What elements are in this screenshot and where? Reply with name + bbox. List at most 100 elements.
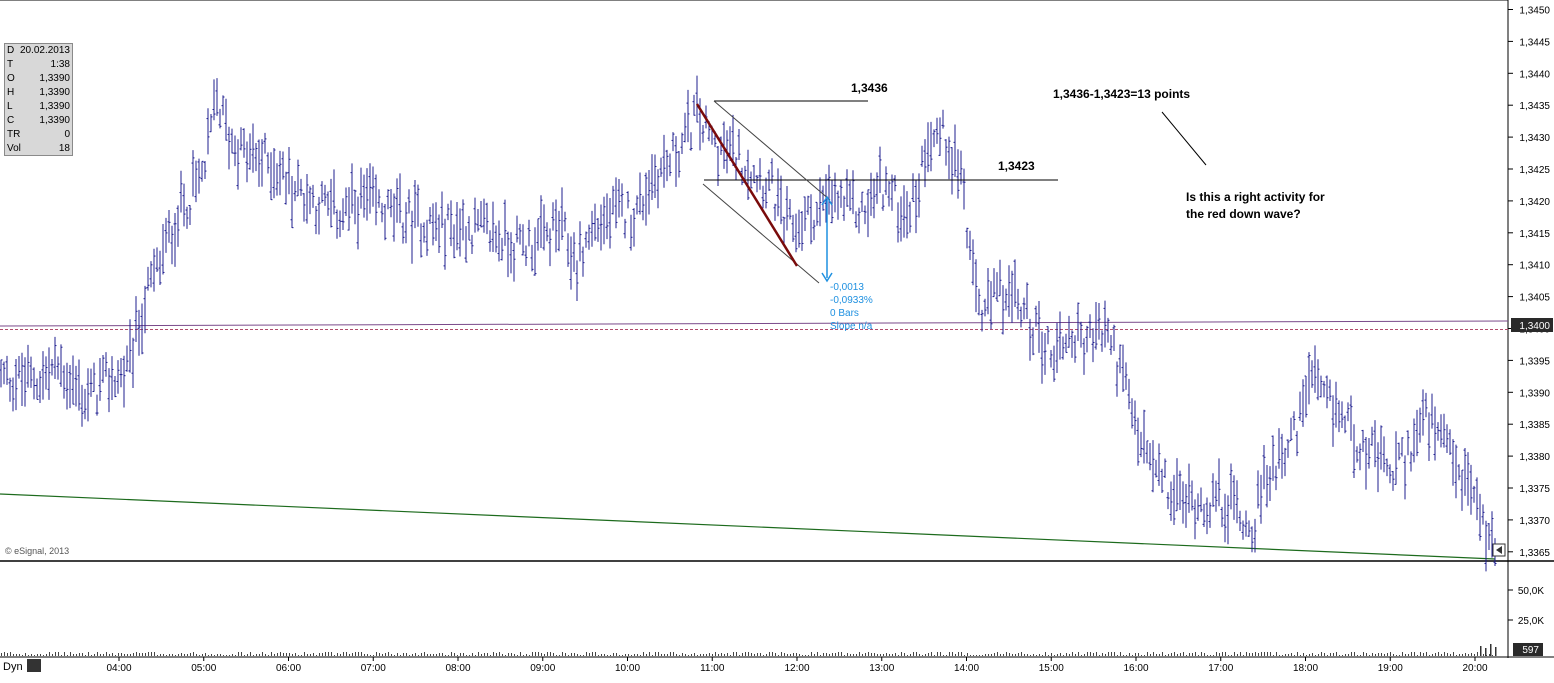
price-bar [1472, 485, 1476, 503]
price-tick-label: 1,3375 [1519, 484, 1550, 495]
channel-upper-line[interactable] [713, 100, 831, 201]
volume-bar [1084, 654, 1085, 656]
volume-bar [1123, 655, 1124, 656]
volume-bar [472, 653, 473, 656]
volume-bar [43, 655, 44, 656]
volume-bar [1150, 654, 1151, 656]
price-bar [422, 222, 426, 243]
price-bar [209, 114, 213, 133]
price-bar [821, 185, 825, 211]
scroll-end-icon[interactable] [1492, 543, 1506, 557]
measure-arrow-down-icon [821, 272, 833, 283]
price-bar [578, 221, 582, 262]
time-tick-label: 12:00 [784, 663, 809, 674]
volume-bar [1414, 652, 1415, 656]
price-bar [890, 174, 894, 211]
volume-bar [28, 655, 29, 656]
price-bar [461, 199, 465, 241]
volume-bar [190, 653, 191, 656]
drawing-tools[interactable] [695, 100, 1207, 284]
price-bar [815, 201, 819, 226]
question-pointer-line[interactable] [1161, 111, 1207, 166]
measure-arrow-up-icon [821, 195, 833, 206]
volume-bar [388, 652, 389, 656]
volume-bar [1, 653, 2, 656]
volume-bar [16, 654, 17, 656]
price-bar [17, 356, 21, 379]
volume-bar [1183, 652, 1184, 656]
volume-bar [1243, 655, 1244, 656]
price-bar [881, 194, 885, 211]
measure-text-bars: 0 Bars [830, 308, 859, 319]
price-bar [419, 223, 423, 258]
price-bar [359, 167, 363, 209]
price-bar [185, 206, 189, 229]
volume-bar [565, 653, 566, 656]
volume-bar [103, 654, 104, 656]
red-down-wave-line[interactable] [695, 103, 799, 267]
volume-bar [832, 653, 833, 656]
volume-bar [682, 653, 683, 656]
volume-bar [730, 655, 731, 656]
price-bar [1295, 431, 1299, 457]
volume-bar [325, 652, 326, 656]
volume-bar [142, 653, 143, 656]
price-bar [302, 193, 306, 222]
price-axis[interactable]: 1,3365 1,3370 1,3375 1,3380 1,3385 1,3390 1,33… [1508, 6, 1550, 559]
copyright-text: © eSignal, 2013 [5, 546, 69, 556]
price-bar [764, 177, 768, 209]
volume-bar [172, 654, 173, 656]
price-bar [464, 226, 468, 263]
price-bar [1076, 302, 1080, 342]
volume-bar [1186, 655, 1187, 656]
measure-text-slope: Slope n/a [830, 321, 873, 332]
volume-bar [658, 652, 659, 656]
volume-bar [505, 655, 506, 656]
volume-bar [1258, 653, 1259, 656]
price-bar [1334, 381, 1338, 428]
price-bar [371, 166, 375, 207]
price-bar [509, 232, 513, 274]
volume-bar [445, 655, 446, 656]
volume-bar [943, 655, 944, 656]
price-bar [542, 204, 546, 251]
ohlc-row: T 1:38 [5, 58, 72, 72]
price-bar [1154, 459, 1158, 478]
volume-bar [1030, 655, 1031, 656]
volume-bar [616, 653, 617, 656]
volume-bar [64, 652, 65, 656]
volume-bar [1348, 654, 1349, 656]
price-bar [941, 109, 945, 129]
price-bar [791, 214, 795, 242]
price-bar [983, 298, 987, 317]
time-axis[interactable]: 04:00 05:00 06:00 07:00 08:00 09:00 10:00 11:00… [106, 657, 1488, 674]
price-bar [1151, 440, 1155, 493]
volume-bar [1360, 655, 1361, 656]
price-bar [98, 357, 102, 401]
volume-bar [1144, 655, 1145, 656]
price-bar [1178, 470, 1182, 511]
price-bar [1034, 305, 1038, 327]
price-bar [497, 220, 501, 262]
price-bar [554, 199, 558, 253]
volume-bar [859, 652, 860, 656]
volume-bar [1327, 655, 1328, 656]
price-bar [623, 218, 627, 239]
volume-bar [1078, 652, 1079, 656]
volume-bar [745, 652, 746, 656]
price-bar [1463, 448, 1467, 496]
price-bar [785, 185, 789, 231]
volume-bar [31, 654, 32, 656]
price-bar [89, 368, 93, 397]
price-bar [1073, 335, 1077, 363]
volume-bar [1480, 646, 1482, 656]
volume-bar [1102, 653, 1103, 656]
channel-lower-line[interactable] [702, 183, 820, 284]
volume-bar [1387, 653, 1388, 656]
volume-bar [553, 653, 554, 656]
price-bar [122, 355, 126, 408]
dyn-toggle-icon[interactable] [27, 659, 41, 672]
price-bar [281, 151, 285, 180]
